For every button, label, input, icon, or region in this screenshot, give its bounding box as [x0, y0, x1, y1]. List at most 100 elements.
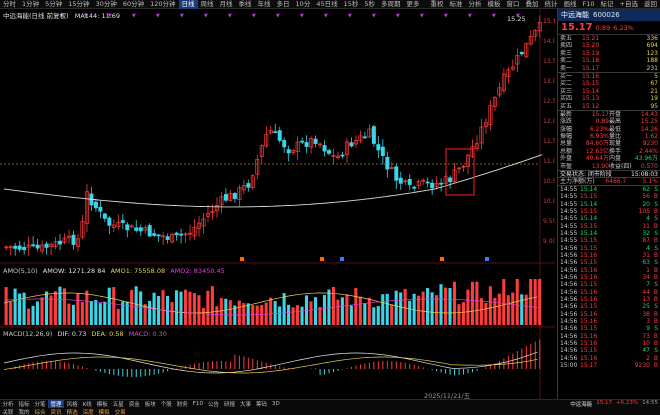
- period-tab[interactable]: 10分: [295, 0, 311, 8]
- buys-row[interactable]: 买五 15.12 95: [558, 103, 660, 110]
- order-level: 买五: [560, 102, 573, 110]
- buys-row[interactable]: 买一 15.16 5: [558, 73, 660, 80]
- event-marker: ▼: [156, 13, 160, 19]
- toolbar-button[interactable]: +自选: [619, 0, 638, 8]
- period-tab[interactable]: 日线: [178, 0, 198, 9]
- sells-row[interactable]: 卖五 15.21 336: [558, 35, 660, 42]
- bottom-tab[interactable]: 板块: [144, 402, 156, 408]
- bottom-tab[interactable]: 大事: [239, 402, 251, 408]
- stock-header[interactable]: 中远海能 600026: [558, 9, 660, 21]
- toolbar-button[interactable]: 画线: [563, 0, 577, 8]
- event-marker: ▼: [420, 13, 424, 19]
- bottom-tab[interactable]: 个股: [160, 402, 172, 408]
- bottom-tab[interactable]: K线: [82, 402, 92, 408]
- event-marker: ▼: [492, 13, 496, 19]
- stat-label: 最低: [609, 125, 622, 133]
- bottom-tab[interactable]: 模板: [96, 402, 108, 408]
- period-tab[interactable]: 月线: [219, 0, 233, 8]
- buys-row[interactable]: 买四 15.13 19: [558, 95, 660, 102]
- period-tab[interactable]: 120分钟: [150, 0, 176, 8]
- volume-bar: [85, 290, 89, 325]
- tick-side: B: [653, 288, 658, 296]
- toolbar-button[interactable]: 窗口: [506, 0, 520, 8]
- toolbar-button[interactable]: 叠加: [525, 0, 539, 8]
- candle-body: [71, 234, 76, 245]
- period-tab[interactable]: 分时: [3, 0, 16, 8]
- toolbar-button[interactable]: 标准: [449, 0, 463, 8]
- chart-svg[interactable]: 15.17 14.00 13.50 13.00 12.50 12.00 11.50 11.00…: [0, 9, 560, 399]
- period-tab[interactable]: 多日: [276, 0, 290, 8]
- tick-time: 14:56: [560, 288, 578, 296]
- bottom-link[interactable]: 资讯: [50, 410, 62, 415]
- candle-body: [528, 35, 533, 45]
- order-volume: 188: [646, 57, 658, 65]
- tick-time: 14:56: [560, 244, 578, 252]
- bottom-link[interactable]: 关联: [2, 410, 14, 415]
- tick-volume: 20: [642, 200, 650, 208]
- bottom-tab[interactable]: 五星: [112, 402, 124, 408]
- candle-body: [533, 30, 538, 37]
- period-tab[interactable]: 1分钟: [22, 0, 40, 8]
- amo-title: AMO(5,10) AMOW: 1271.28 84 AMO1: 75558.0…: [3, 267, 225, 275]
- order-level: 买四: [560, 95, 573, 103]
- sells-row[interactable]: 卖一 15.17 231: [558, 65, 660, 72]
- volume-bar: [367, 297, 371, 325]
- period-tab[interactable]: 更多: [406, 0, 420, 8]
- candle-body: [75, 238, 80, 247]
- bottom-tab[interactable]: 指标: [18, 402, 30, 408]
- period-tab[interactable]: 15分钟: [68, 0, 90, 8]
- sells-row[interactable]: 卖二 15.18 188: [558, 57, 660, 64]
- sells-row[interactable]: 卖三 15.19 123: [558, 50, 660, 57]
- period-tab[interactable]: 45日线: [316, 0, 338, 8]
- period-tab[interactable]: 60分钟: [122, 0, 145, 8]
- period-tab[interactable]: 季线: [238, 0, 252, 8]
- bottom-tab[interactable]: 3D: [272, 401, 280, 407]
- volume-bar: [520, 294, 524, 325]
- toolbar-button[interactable]: 分析: [468, 0, 482, 8]
- candle-body: [358, 135, 363, 141]
- tick-list[interactable]: 14:55 15.14 62 S 14:55 15.15 56 B 14:55 15.14 20 S 1…: [558, 186, 660, 370]
- sells-row[interactable]: 卖四 15.20 694: [558, 42, 660, 49]
- bottom-tab[interactable]: 风格: [66, 402, 78, 408]
- period-tab[interactable]: 30分钟: [95, 0, 117, 8]
- stat-label: 换手: [609, 147, 622, 155]
- volume-bar: [107, 287, 111, 325]
- bottom-link[interactable]: 精选: [66, 410, 78, 415]
- period-tab[interactable]: 5分钟: [45, 0, 63, 8]
- bottom-tab[interactable]: 资金: [128, 402, 140, 408]
- toolbar-button[interactable]: F10: [582, 0, 595, 8]
- toolbar-button[interactable]: 返回: [644, 0, 657, 8]
- tick-volume: 87: [642, 237, 650, 245]
- kline-chart[interactable]: 15.17 14.00 13.50 13.00 12.50 12.00 11.50 11.00…: [0, 9, 560, 400]
- volume-bar: [89, 301, 93, 325]
- tick-time: 14:56: [560, 259, 578, 267]
- period-tab[interactable]: 15秒: [343, 0, 359, 8]
- buys-row[interactable]: 买三 15.14 21: [558, 88, 660, 95]
- volume-bar: [493, 297, 497, 325]
- candle-body: [228, 192, 233, 201]
- buys-row[interactable]: 买二 15.15 67: [558, 80, 660, 87]
- stat-value: 13.90: [591, 162, 609, 170]
- bottom-link[interactable]: 综合: [34, 410, 46, 415]
- bottom-tab[interactable]: F10: [192, 401, 203, 407]
- bottom-tab[interactable]: 财务: [176, 402, 188, 408]
- period-tab[interactable]: 周线: [200, 0, 214, 8]
- bottom-link[interactable]: 交易: [114, 410, 126, 415]
- toolbar-button[interactable]: 统计: [544, 0, 558, 8]
- toolbar-button[interactable]: 标记: [600, 0, 614, 8]
- bottom-tab[interactable]: 研报: [223, 402, 235, 408]
- bottom-tab[interactable]: 分笔: [34, 402, 46, 408]
- period-tab[interactable]: 5秒: [364, 0, 376, 8]
- bottom-link[interactable]: 深度: [82, 410, 94, 415]
- period-tab[interactable]: 年线: [257, 0, 271, 8]
- bottom-link[interactable]: 我的: [18, 410, 30, 415]
- tick-volume: 47: [642, 347, 650, 355]
- bottom-tab[interactable]: 管理: [48, 400, 65, 408]
- bottom-tab[interactable]: 分析: [2, 402, 14, 408]
- period-tab[interactable]: 多周期: [381, 0, 401, 8]
- bottom-tab[interactable]: 筹码: [256, 402, 268, 408]
- toolbar-button[interactable]: 模板: [487, 0, 501, 8]
- bottom-tab[interactable]: 公告: [207, 402, 219, 408]
- toolbar-button[interactable]: 重权: [430, 0, 444, 8]
- bottom-link[interactable]: 模拟: [98, 410, 110, 415]
